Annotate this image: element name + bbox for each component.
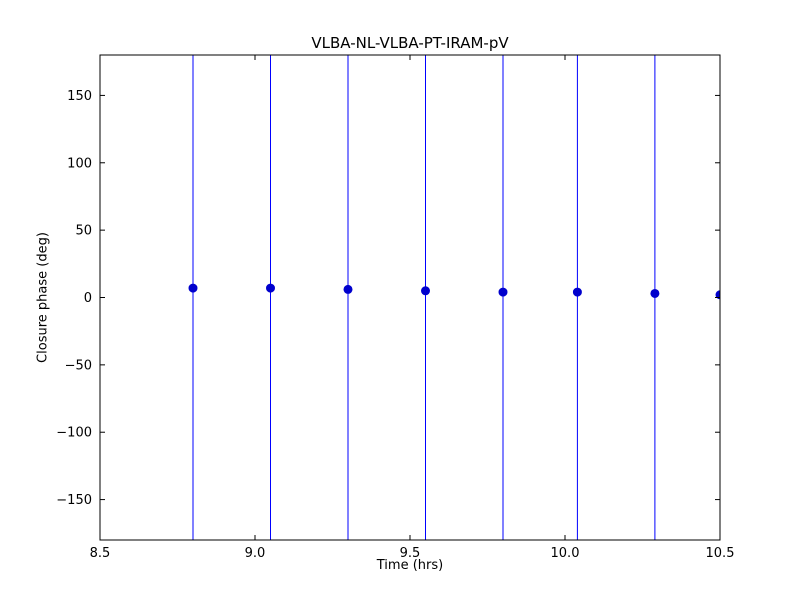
data-point <box>498 287 508 297</box>
x-tick-label: 9.0 <box>245 546 266 561</box>
data-point <box>343 284 353 294</box>
data-point <box>421 286 430 296</box>
x-tick-label: 10.5 <box>706 546 735 561</box>
chart-title: VLBA-NL-VLBA-PT-IRAM-pV <box>311 34 509 52</box>
data-point <box>188 283 198 293</box>
y-tick-label: 150 <box>67 89 92 104</box>
data-point <box>266 283 275 293</box>
y-tick-label: 100 <box>67 156 92 171</box>
y-tick-label: −100 <box>56 426 92 441</box>
y-tick-label: 0 <box>84 291 92 306</box>
data-point <box>650 288 660 298</box>
x-tick-label: 10.0 <box>551 546 580 561</box>
y-tick-label: −50 <box>65 358 92 373</box>
x-axis-label: Time (hrs) <box>376 558 444 573</box>
data-point <box>572 287 582 297</box>
x-tick-label: 9.5 <box>400 546 421 561</box>
data-layer <box>188 55 720 540</box>
data-point <box>715 290 720 300</box>
x-tick-label: 8.5 <box>90 546 111 561</box>
y-tick-label: −150 <box>56 493 92 508</box>
y-tick-label: 50 <box>75 224 92 239</box>
